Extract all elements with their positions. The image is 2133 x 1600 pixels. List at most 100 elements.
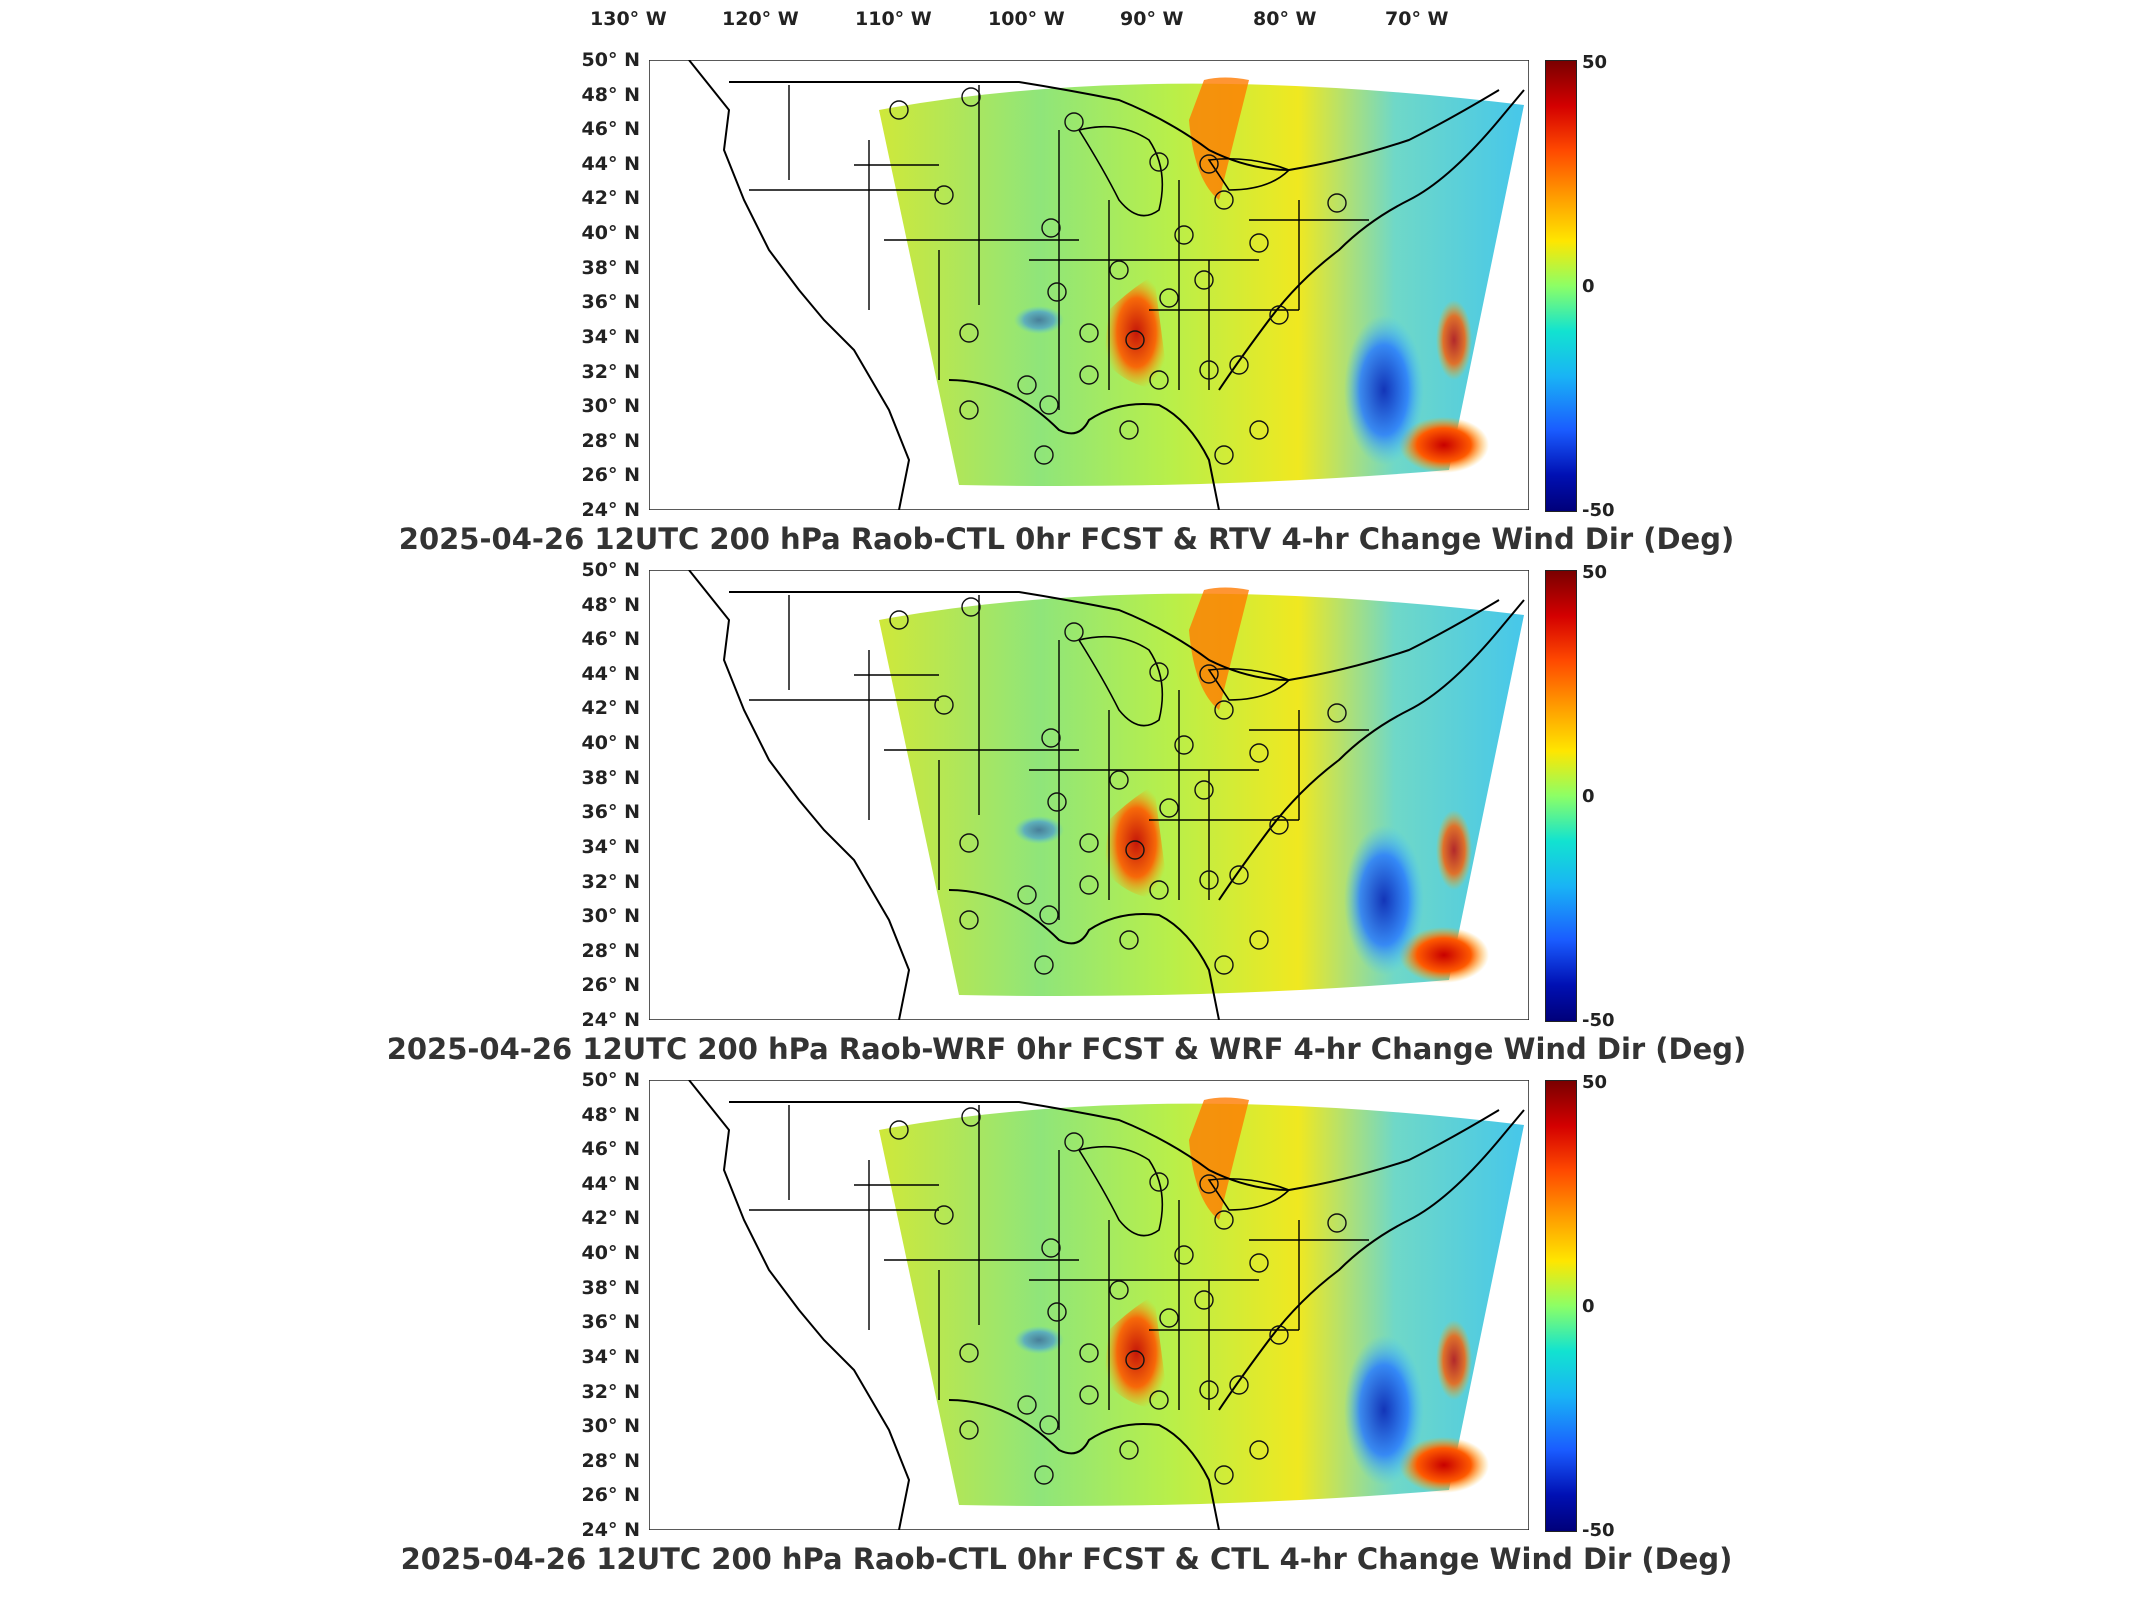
station-marker <box>1119 930 1139 950</box>
station-marker <box>1125 1350 1145 1370</box>
latitude-label: 40° N <box>581 222 640 245</box>
station-marker <box>934 695 954 715</box>
hot-spot-offshore <box>1436 300 1472 380</box>
station-marker <box>1269 305 1289 325</box>
map-panel: 50° N 48° N 46° N 44° N 42° N 40° N 38° N 36° N… <box>0 1069 2133 1595</box>
gulf-coast-outline <box>948 1399 1220 1530</box>
gulf-coast-outline <box>948 889 1220 1020</box>
latitude-label: 32° N <box>581 1380 640 1403</box>
longitude-label: 90° W <box>1120 8 1184 30</box>
station-marker <box>1214 1465 1234 1485</box>
map-plot-area <box>649 1080 1529 1530</box>
station-marker <box>1159 288 1179 308</box>
station-marker <box>1214 1210 1234 1230</box>
station-marker <box>889 100 909 120</box>
station-marker <box>1034 445 1054 465</box>
latitude-label: 34° N <box>581 1345 640 1368</box>
west-coast-outline <box>688 1080 911 1530</box>
us-canada-border <box>729 1101 1500 1192</box>
latitude-label: 42° N <box>581 697 640 720</box>
panel-title: 2025-04-26 12UTC 200 hPa Raob-CTL 0hr FC… <box>400 1542 1733 1576</box>
station-marker <box>1229 1375 1249 1395</box>
station-marker <box>1229 865 1249 885</box>
latitude-label: 46° N <box>581 118 640 141</box>
cold-spot-gulf <box>1014 816 1064 844</box>
latitude-label: 44° N <box>581 152 640 175</box>
station-marker <box>1041 1238 1061 1258</box>
cold-spot-gulf <box>1014 306 1064 334</box>
hot-spot-southeast <box>1399 1437 1489 1493</box>
station-marker <box>1194 270 1214 290</box>
hot-spot-offshore <box>1436 810 1472 890</box>
station-marker <box>1079 1385 1099 1405</box>
panel-title: 2025-04-26 12UTC 200 hPa Raob-CTL 0hr FC… <box>398 522 1735 556</box>
latitude-label: 24° N <box>581 1519 640 1541</box>
latitude-label: 38° N <box>581 766 640 789</box>
station-marker <box>1047 282 1067 302</box>
colorbar-mid-label: 0 <box>1582 1296 1595 1317</box>
station-marker <box>959 323 979 343</box>
hot-spot-southeast <box>1399 927 1489 983</box>
longitude-label: 130° W <box>590 8 667 30</box>
warm-band-south <box>1104 785 1169 900</box>
latitude-label: 34° N <box>581 835 640 858</box>
station-marker <box>1214 445 1234 465</box>
station-marker <box>1249 743 1269 763</box>
station-marker <box>1249 930 1269 950</box>
latitude-label: 50° N <box>581 49 640 71</box>
latitude-label: 36° N <box>581 1311 640 1334</box>
station-marker <box>961 597 981 617</box>
station-marker <box>889 610 909 630</box>
station-marker <box>1199 1174 1219 1194</box>
station-marker <box>1194 1290 1214 1310</box>
station-marker <box>1214 955 1234 975</box>
station-marker <box>1119 1440 1139 1460</box>
latitude-label: 44° N <box>581 662 640 685</box>
latitude-label: 48° N <box>581 1103 640 1126</box>
west-coast-outline <box>688 570 911 1020</box>
station-marker <box>1149 1390 1169 1410</box>
station-marker <box>1149 152 1169 172</box>
latitude-label: 36° N <box>581 291 640 314</box>
station-marker <box>1041 218 1061 238</box>
us-canada-border <box>729 591 1500 682</box>
station-marker <box>934 1205 954 1225</box>
station-marker <box>1041 728 1061 748</box>
state-boundaries <box>749 595 1369 920</box>
warm-band-north <box>1189 77 1249 200</box>
station-marker <box>1079 875 1099 895</box>
station-marker <box>1149 370 1169 390</box>
station-marker <box>1199 870 1219 890</box>
map-panel: 50° N 48° N 46° N 44° N 42° N 40° N 38° N 36° N… <box>0 49 2133 575</box>
station-marker <box>1079 833 1099 853</box>
latitude-label: 42° N <box>581 187 640 210</box>
longitude-label: 110° W <box>855 8 932 30</box>
station-marker <box>1039 1415 1059 1435</box>
station-marker <box>1039 905 1059 925</box>
station-marker <box>1109 1280 1129 1300</box>
longitude-label: 100° W <box>988 8 1065 30</box>
latitude-label: 50° N <box>581 559 640 581</box>
station-marker <box>959 400 979 420</box>
latitude-label: 42° N <box>581 1207 640 1230</box>
station-marker <box>959 1343 979 1363</box>
raob-stations <box>889 87 1347 465</box>
station-marker <box>1017 885 1037 905</box>
cold-spot-atlantic <box>1344 1335 1424 1485</box>
station-marker <box>1214 190 1234 210</box>
east-coast-outline <box>1218 1109 1525 1411</box>
station-marker <box>1249 233 1269 253</box>
station-marker <box>889 1120 909 1140</box>
latitude-label: 34° N <box>581 325 640 348</box>
station-marker <box>1159 798 1179 818</box>
colorbar <box>1545 570 1577 1022</box>
colorbar-min-label: -50 <box>1582 1520 1615 1541</box>
station-marker <box>1327 703 1347 723</box>
station-marker <box>1214 700 1234 720</box>
gulf-coast-outline <box>948 379 1220 510</box>
station-marker <box>1194 780 1214 800</box>
latitude-label: 32° N <box>581 870 640 893</box>
station-marker <box>1249 1440 1269 1460</box>
hot-spot-southeast <box>1399 417 1489 473</box>
great-lakes-outline <box>1077 125 1291 217</box>
